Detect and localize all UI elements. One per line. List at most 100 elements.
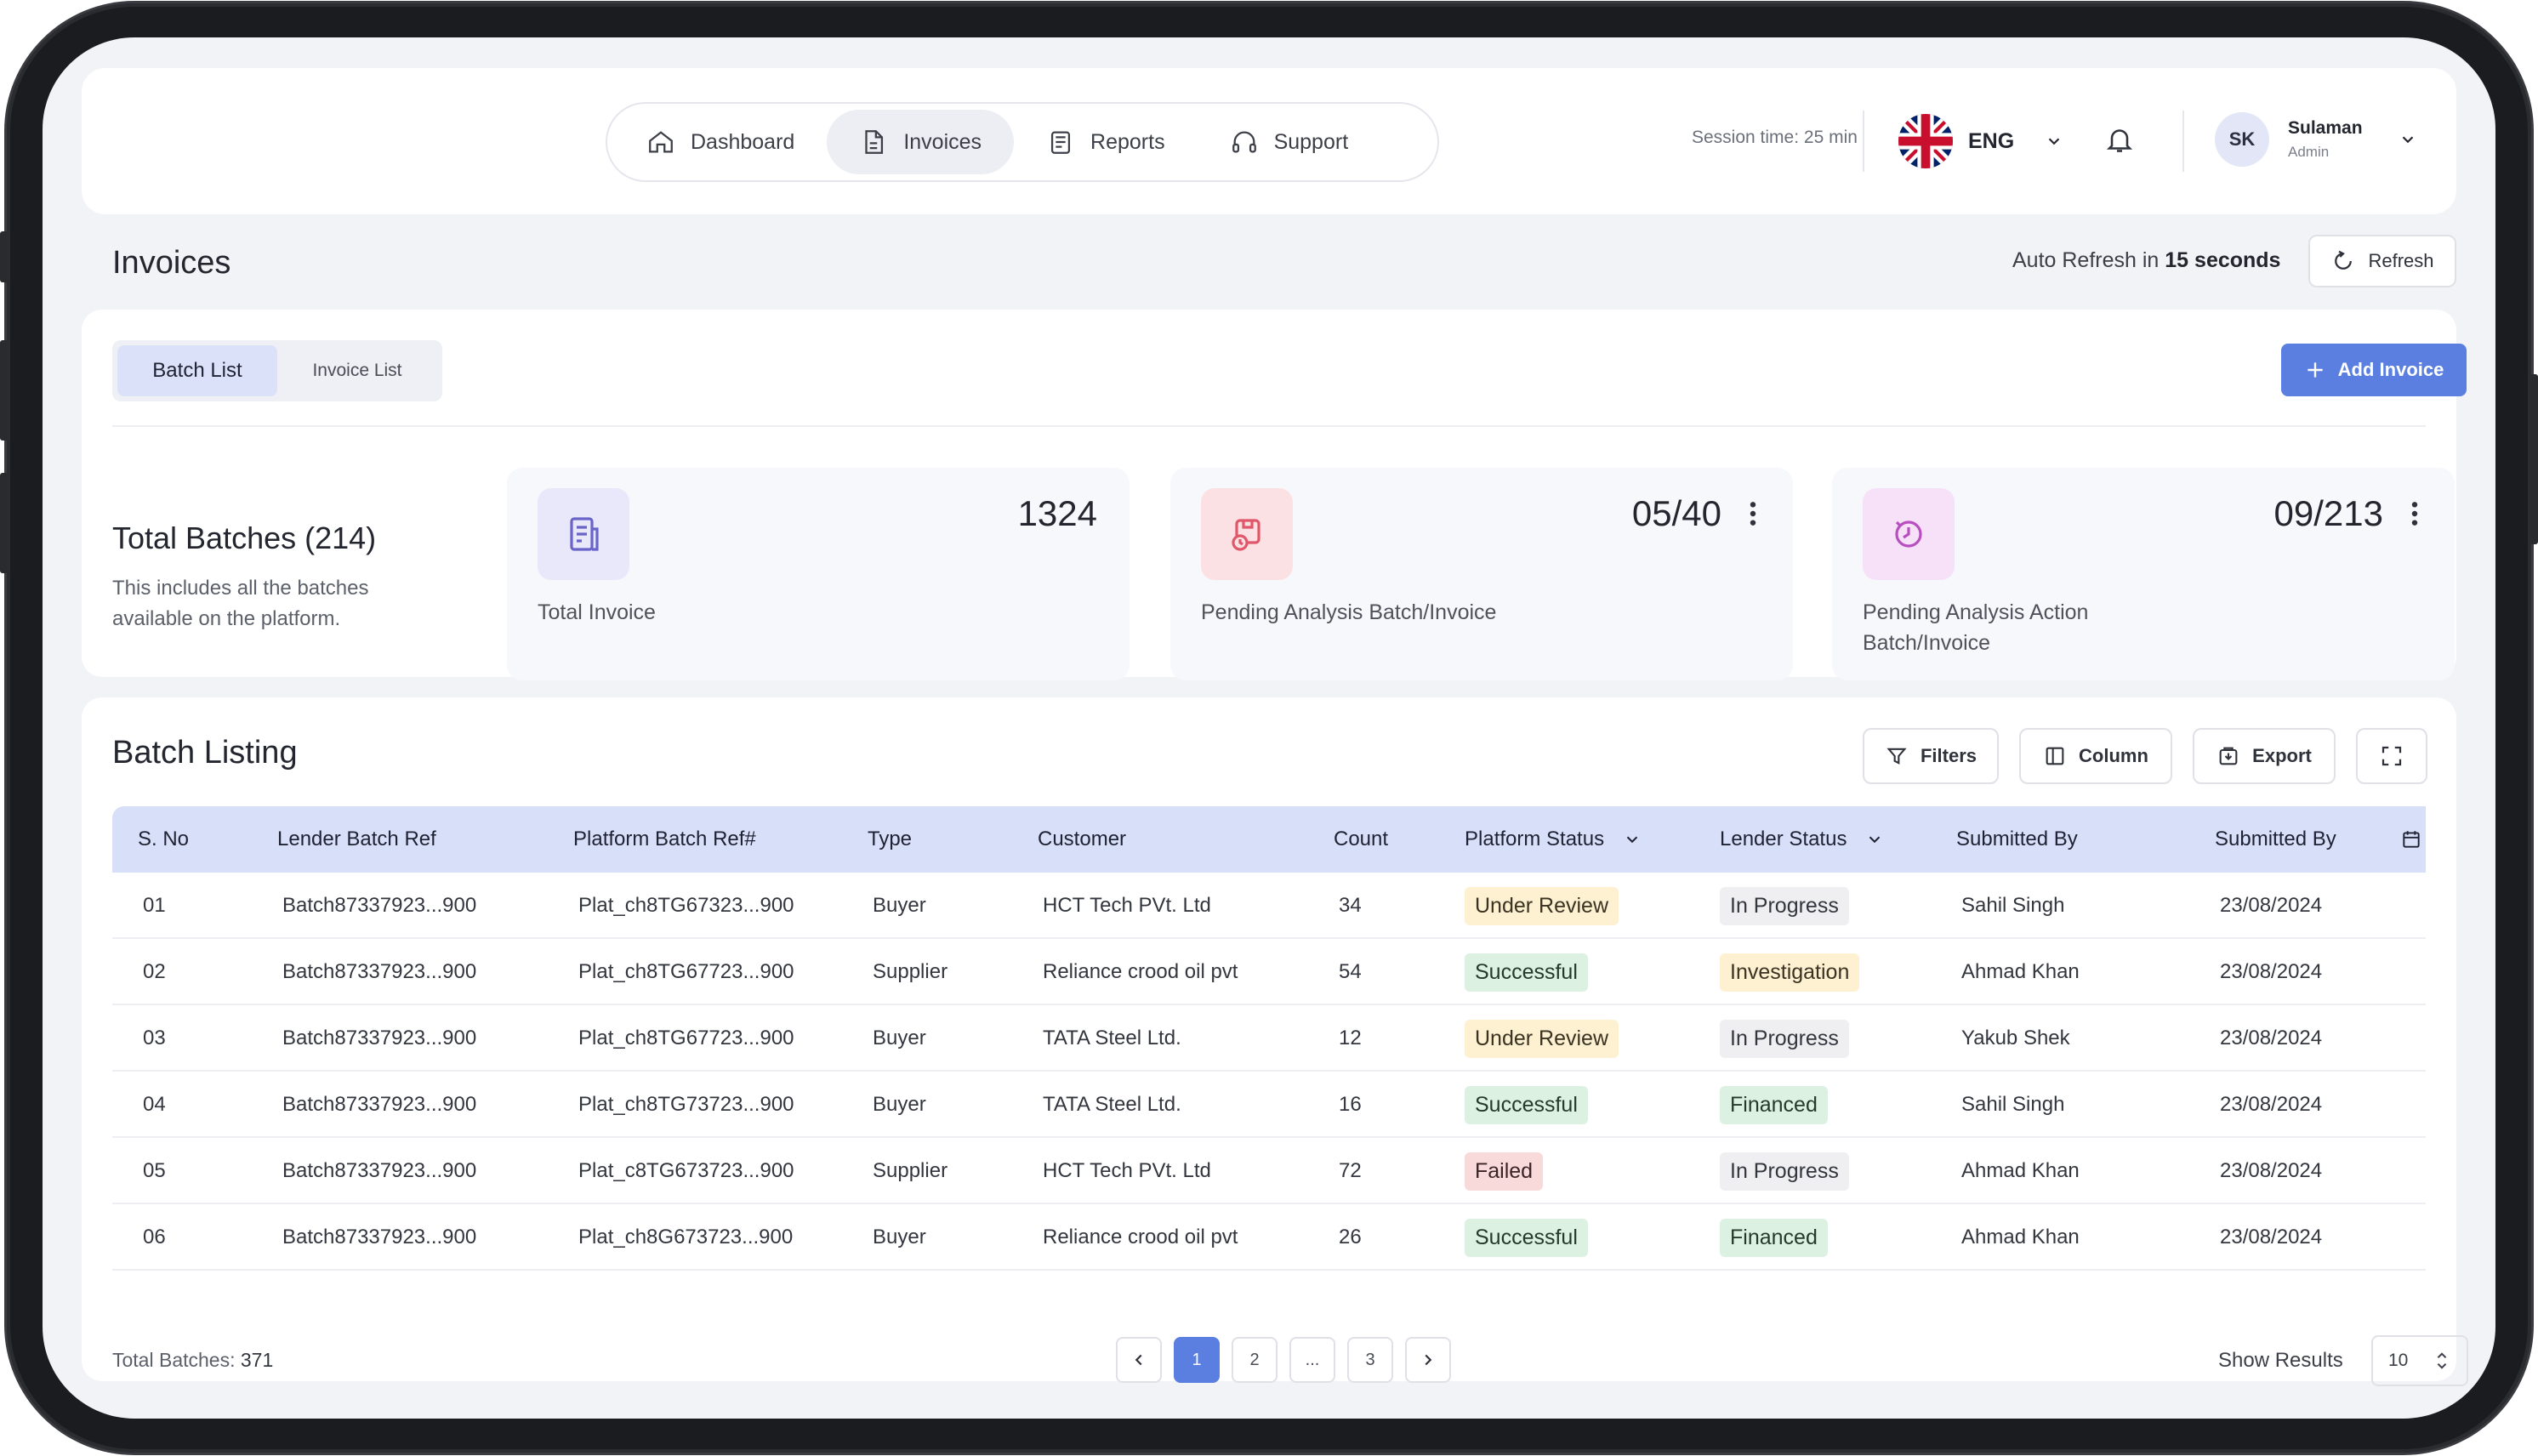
export-button[interactable]: Export (2193, 728, 2336, 784)
results-value: 10 (2388, 1351, 2409, 1370)
nav-invoices[interactable]: Invoices (827, 110, 1015, 174)
nav-reports[interactable]: Reports (1014, 110, 1198, 174)
cell-sno: 05 (143, 1159, 166, 1182)
calendar-icon[interactable] (2400, 806, 2422, 873)
page-button[interactable]: 3 (1347, 1337, 1393, 1383)
column-header: Lender Batch Ref (277, 828, 436, 850)
cell-lender-status: Financed (1720, 1204, 1828, 1271)
results-per-page-select[interactable]: 10 (2371, 1335, 2468, 1386)
cell-type: Buyer (873, 1093, 926, 1116)
cell-submitted-by: Ahmad Khan (1961, 960, 2080, 983)
cell-date: 23/08/2024 (2220, 1159, 2323, 1182)
user-info: Sulaman Admin (2288, 118, 2363, 161)
nav-label: Dashboard (691, 129, 795, 154)
user-menu[interactable]: SK Sulaman Admin (2215, 112, 2417, 167)
chevron-down-icon (1626, 836, 1638, 844)
table-row[interactable]: 03 Batch87337923...900 Plat_ch8TG67723...9… (112, 1005, 2426, 1072)
column-header-lender-status[interactable]: Lender Status (1720, 806, 1884, 873)
status-badge: Financed (1720, 1218, 1828, 1257)
chevron-down-icon (2402, 136, 2413, 144)
cell-date: 23/08/2024 (2220, 1027, 2323, 1049)
cell-lender-ref: Batch87337923...900 (282, 960, 477, 983)
table-row[interactable]: 02 Batch87337923...900 Plat_ch8TG67723...9… (112, 939, 2426, 1005)
cell-lender-status: In Progress (1720, 873, 1849, 939)
cell-platform-status: Successful (1465, 939, 1588, 1005)
chevron-down-icon (1869, 836, 1881, 844)
page-button[interactable]: 2 (1232, 1337, 1278, 1383)
cell-count: 54 (1339, 960, 1362, 983)
cell-date: 23/08/2024 (2220, 960, 2323, 983)
column-header: Type (868, 828, 913, 850)
add-invoice-label: Add Invoice (2337, 359, 2444, 380)
cell-date: 23/08/2024 (2220, 1226, 2323, 1248)
cell-lender-ref: Batch87337923...900 (282, 1093, 477, 1116)
status-badge: Under Review (1465, 1019, 1619, 1058)
language-selector[interactable]: ENG (1898, 114, 2063, 168)
total-batches-title: Total Batches (214) (112, 520, 377, 555)
device-button (0, 340, 9, 441)
cell-submitted-by: Ahmad Khan (1961, 1226, 2080, 1248)
summary-card: Batch List Invoice List Add Invoice Tota… (82, 310, 2467, 680)
document-icon (865, 130, 884, 154)
stat-label: Total Invoice (538, 600, 656, 624)
column-header: Count (1334, 828, 1389, 850)
export-label: Export (2252, 745, 2312, 766)
cell-platform-status: Successful (1465, 1072, 1588, 1138)
divider (112, 425, 2426, 427)
cell-lender-status: Financed (1720, 1072, 1828, 1138)
notifications-button[interactable] (2104, 124, 2135, 159)
cell-type: Buyer (873, 1027, 926, 1049)
nav-dashboard[interactable]: Dashboard (614, 110, 827, 174)
invoice-icon (538, 488, 629, 580)
chevron-left-icon (1135, 1354, 1142, 1366)
updown-chevron-icon (2437, 1352, 2447, 1369)
fullscreen-button[interactable] (2356, 728, 2427, 784)
cell-type: Buyer (873, 894, 926, 917)
cell-sno: 06 (143, 1226, 166, 1248)
cell-lender-ref: Batch87337923...900 (282, 1226, 477, 1248)
page-title: Invoices (112, 245, 231, 281)
prev-page-button[interactable] (1116, 1337, 1162, 1383)
column-header: Submitted By (1956, 828, 2078, 850)
listing-title: Batch Listing (112, 735, 298, 771)
add-invoice-button[interactable]: Add Invoice (2281, 344, 2467, 396)
column-header: S. No (138, 828, 190, 850)
status-badge: Financed (1720, 1085, 1828, 1124)
tab-batch-list[interactable]: Batch List (117, 345, 277, 396)
status-badge: In Progress (1720, 1019, 1849, 1058)
table-row[interactable]: 01 Batch87337923...900 Plat_ch8TG67323...9… (112, 873, 2426, 939)
cell-submitted-by: Ahmad Khan (1961, 1159, 2080, 1182)
avatar: SK (2215, 112, 2269, 167)
page-button[interactable]: 1 (1174, 1337, 1220, 1383)
cell-sno: 01 (143, 894, 166, 917)
cell-submitted-by: Yakub Shek (1961, 1027, 2070, 1049)
headset-icon (1232, 131, 1256, 153)
cell-lender-ref: Batch87337923...900 (282, 1027, 477, 1049)
stat-label: Pending Analysis Batch/Invoice (1201, 600, 1497, 624)
device-button (0, 473, 9, 573)
column-header-platform-status[interactable]: Platform Status (1465, 806, 1642, 873)
nav-support[interactable]: Support (1198, 110, 1381, 174)
chevron-right-icon (1425, 1354, 1432, 1366)
more-vertical-icon[interactable] (2409, 500, 2421, 527)
column-header-label: Lender Status (1720, 828, 1847, 850)
cell-lender-status: In Progress (1720, 1138, 1849, 1204)
next-page-button[interactable] (1405, 1337, 1451, 1383)
cell-customer: HCT Tech PVt. Ltd (1043, 894, 1211, 917)
column-button[interactable]: Column (2019, 728, 2172, 784)
screen: Dashboard Invoices Reports Support Sessi… (43, 37, 2495, 1419)
filters-button[interactable]: Filters (1863, 728, 1999, 784)
refresh-button[interactable]: Refresh (2308, 235, 2456, 287)
cell-count: 12 (1339, 1027, 1362, 1049)
plus-icon (2307, 362, 2323, 378)
home-icon (649, 131, 673, 153)
tab-invoice-list[interactable]: Invoice List (312, 361, 402, 380)
uk-flag-icon (1898, 114, 1953, 168)
cell-date: 23/08/2024 (2220, 1093, 2323, 1116)
table-row[interactable]: 05 Batch87337923...900 Plat_c8TG673723...9… (112, 1138, 2426, 1204)
stat-card-pending-analysis: 05/40 Pending Analysis Batch/Invoice (1170, 468, 1793, 680)
more-vertical-icon[interactable] (1747, 500, 1759, 527)
table-row[interactable]: 04 Batch87337923...900 Plat_ch8TG73723...9… (112, 1072, 2426, 1138)
table-row[interactable]: 06 Batch87337923...900 Plat_ch8G673723...9… (112, 1204, 2426, 1271)
cell-type: Supplier (873, 1159, 948, 1182)
